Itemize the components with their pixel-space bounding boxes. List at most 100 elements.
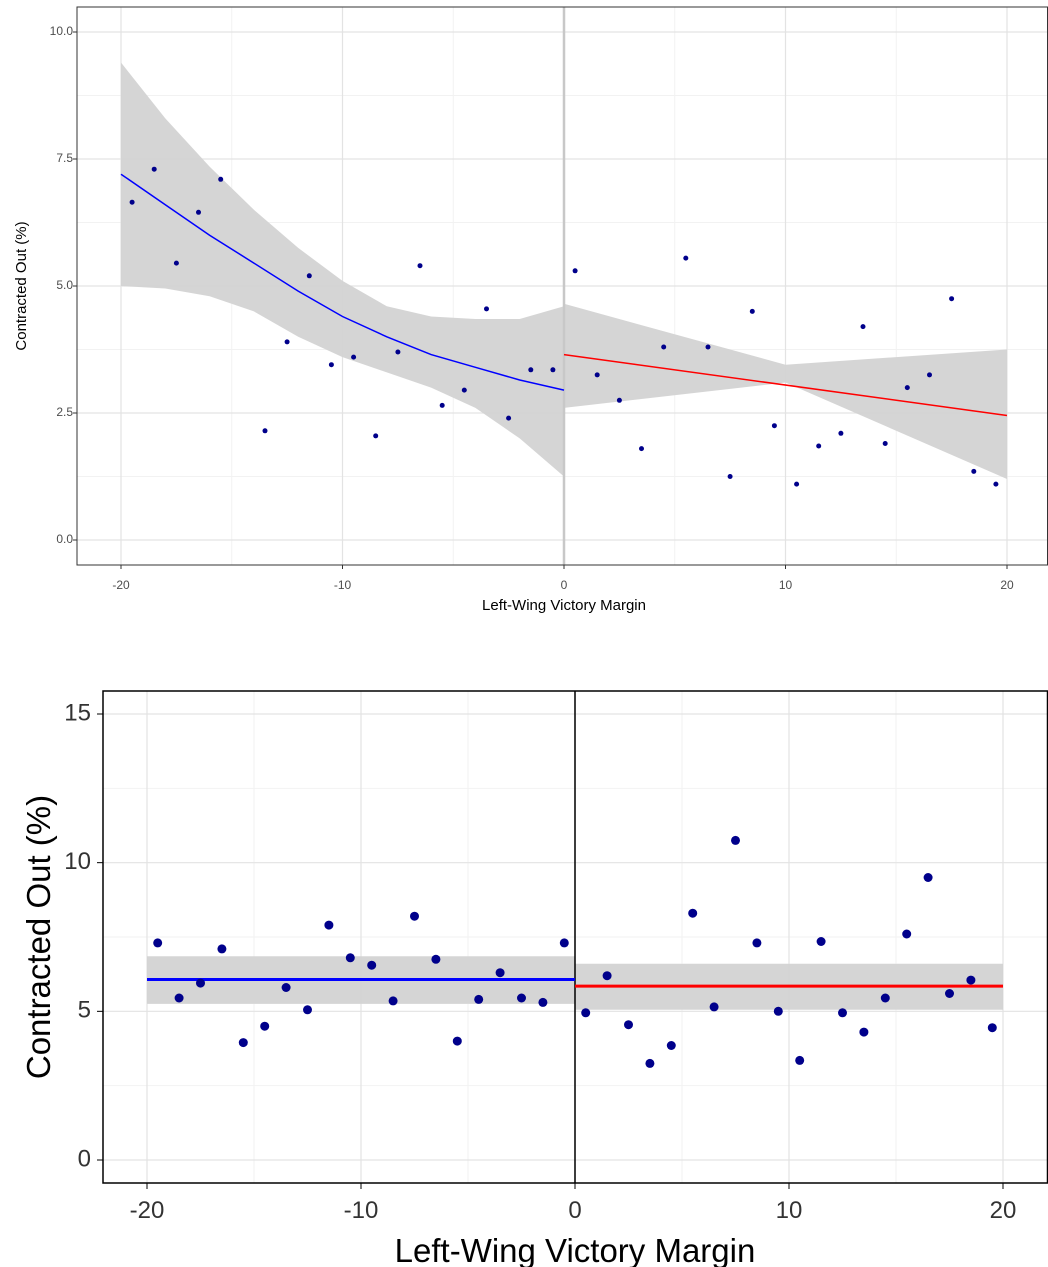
y-axis-label: Contracted Out (%) [13, 221, 30, 350]
data-point [594, 372, 600, 378]
data-point [572, 268, 578, 274]
data-point [262, 428, 268, 434]
data-point [987, 1023, 997, 1033]
x-tick-label: -10 [344, 1197, 379, 1224]
x-tick-label: -20 [130, 1197, 165, 1224]
y-tick-label: 10 [64, 848, 91, 875]
data-point [439, 402, 445, 408]
x-tick-label: 10 [779, 578, 793, 592]
data-point [971, 468, 977, 474]
data-point [882, 441, 888, 446]
data-point [217, 944, 227, 954]
data-point [666, 1041, 676, 1050]
data-point [328, 362, 334, 368]
data-point [351, 354, 357, 360]
data-point [517, 993, 526, 1003]
data-point [495, 968, 505, 978]
data-point [284, 339, 290, 345]
data-point [452, 1036, 462, 1046]
y-axis-label: Contracted Out (%) [20, 795, 57, 1079]
fit-line-right [563, 353, 1008, 417]
data-point [993, 481, 999, 487]
y-tick-label: 5.0 [56, 278, 73, 292]
data-point [431, 954, 441, 964]
data-point [794, 481, 800, 487]
data-point [506, 415, 512, 421]
data-point [945, 989, 954, 998]
data-point [727, 474, 733, 479]
data-point [196, 978, 205, 988]
data-point [417, 263, 423, 269]
x-tick-label: 0 [568, 1197, 581, 1224]
data-point [880, 993, 890, 1003]
x-tick-label: 20 [1000, 578, 1014, 592]
x-tick-label: 10 [776, 1197, 803, 1224]
confidence-band-left [121, 62, 564, 477]
data-point [238, 1038, 248, 1048]
data-point [705, 344, 711, 350]
data-point [795, 1055, 805, 1065]
x-tick-label: -10 [334, 578, 352, 592]
y-tick-label: 15 [64, 699, 91, 726]
data-point [367, 960, 377, 970]
data-point [838, 1008, 847, 1018]
data-point [153, 938, 163, 948]
data-point [816, 937, 826, 946]
data-point [129, 199, 135, 205]
data-point [949, 296, 955, 302]
data-point [752, 938, 762, 948]
data-point [173, 260, 179, 266]
data-point [923, 873, 933, 882]
data-point [639, 446, 644, 452]
y-tick-label: 5 [78, 997, 91, 1024]
data-point [773, 1006, 783, 1016]
data-point [345, 953, 355, 963]
data-point [616, 397, 622, 403]
data-point [538, 997, 548, 1007]
data-point [151, 166, 157, 172]
y-tick-label: 10.0 [50, 24, 74, 38]
data-point [484, 306, 489, 312]
data-point [683, 255, 689, 261]
data-point [645, 1058, 655, 1068]
x-tick-label: 20 [990, 1197, 1017, 1224]
data-point [624, 1020, 633, 1030]
data-point [528, 367, 534, 373]
data-point [373, 433, 379, 439]
data-point [306, 273, 312, 279]
data-point [709, 1002, 719, 1012]
data-point [927, 372, 932, 378]
y-tick-label: 7.5 [56, 151, 73, 165]
data-point [395, 349, 401, 355]
x-axis-label: Left-Wing Victory Margin [482, 597, 646, 614]
y-tick-label: 0 [78, 1145, 91, 1172]
data-point [838, 430, 844, 436]
x-tick-label: 0 [561, 578, 568, 592]
data-point [904, 385, 910, 391]
data-point [260, 1021, 270, 1031]
data-point [474, 994, 484, 1004]
data-point [303, 1005, 312, 1015]
data-point [602, 971, 612, 981]
x-axis-label: Left-Wing Victory Margin [395, 1232, 756, 1267]
data-point [966, 975, 976, 985]
data-point [218, 176, 224, 182]
chart-top: -20 -10 0 10 20 0.0 2.5 5.0 7.5 10.0 Left-Wing Vic… [13, 6, 1048, 614]
data-point [410, 911, 419, 921]
data-point [174, 993, 184, 1003]
data-point [324, 920, 334, 930]
data-point [859, 1027, 869, 1037]
data-point [816, 443, 822, 449]
data-point [550, 367, 556, 373]
data-point [902, 929, 912, 939]
data-point [749, 308, 755, 314]
data-point [461, 387, 467, 393]
y-tick-label: 0.0 [56, 532, 73, 546]
y-tick-label: 2.5 [56, 405, 73, 419]
data-point [281, 983, 291, 992]
data-point [771, 423, 777, 429]
data-point [860, 324, 866, 330]
data-point [688, 908, 698, 918]
x-tick-label: -20 [112, 578, 130, 592]
